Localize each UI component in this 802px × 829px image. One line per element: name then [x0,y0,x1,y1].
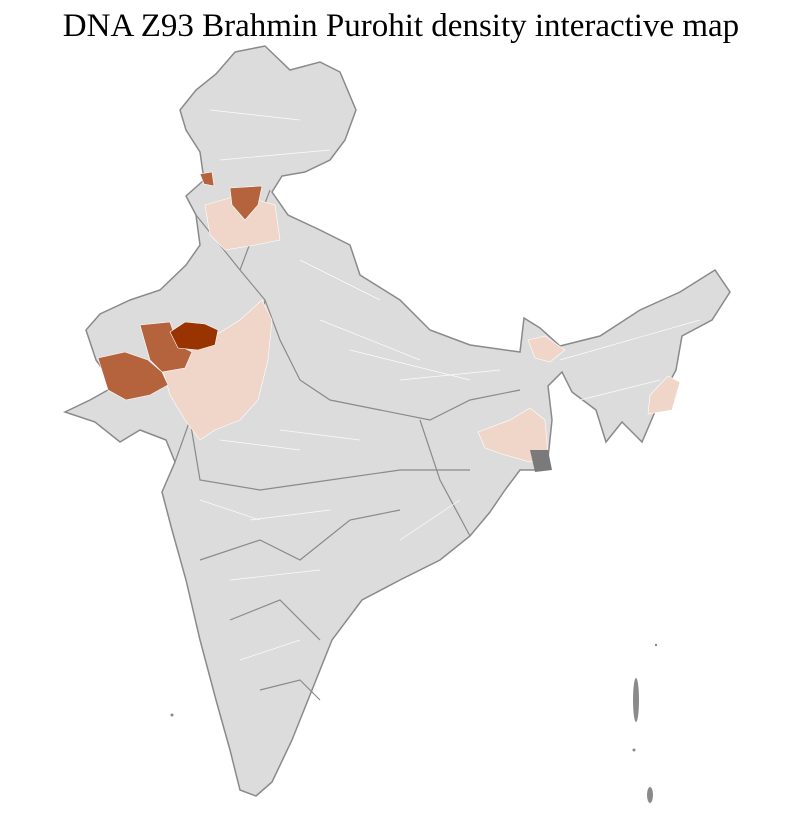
region-dark-sundarbans[interactable] [530,450,552,472]
nicobar-islands[interactable] [647,787,653,803]
island-dot [632,748,636,752]
region-medium-bikaner[interactable] [139,321,193,373]
region-low-rajasthan[interactable] [159,299,273,441]
region-medium-kashmir[interactable] [229,185,263,221]
island-dot [654,643,658,647]
district-lines [199,109,701,661]
region-high-nagaur[interactable] [169,321,219,351]
lakshadweep-island[interactable] [170,713,174,717]
region-medium-barmer[interactable] [97,351,169,401]
andaman-islands[interactable] [633,678,639,722]
region-low-manipur[interactable] [647,375,681,415]
region-medium-kashmir-small[interactable] [199,171,215,187]
region-low-north-bengal[interactable] [527,335,566,363]
country-shape [63,45,731,797]
density-regions [97,171,681,472]
islands [170,643,658,803]
map-title: DNA Z93 Brahmin Purohit density interact… [62,8,740,44]
india-mainland[interactable] [63,45,731,797]
